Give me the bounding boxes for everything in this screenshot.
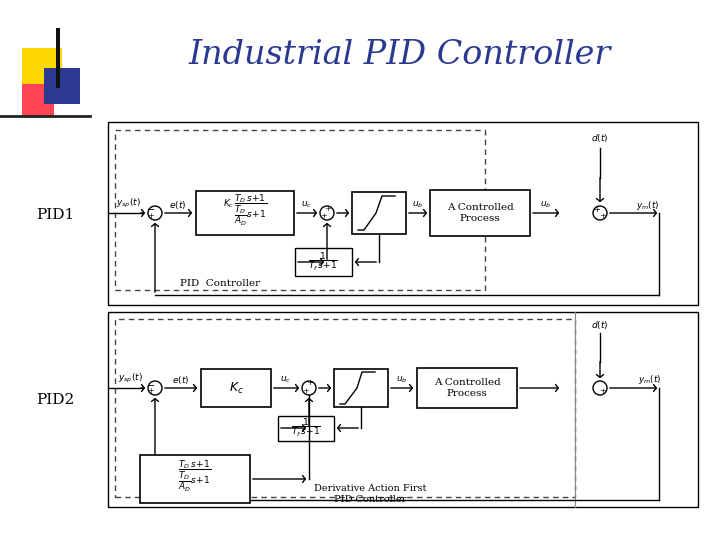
Text: $\dfrac{T_D\,s\!+\!1}{\dfrac{T_D}{A_D}s\!+\!1}$: $\dfrac{T_D\,s\!+\!1}{\dfrac{T_D}{A_D}s\… [179,458,212,494]
Bar [44,68,80,104]
Bar [115,130,485,290]
Text: Derivative Action First
PID Controller: Derivative Action First PID Controller [314,484,426,504]
Text: $u_b$: $u_b$ [413,200,424,210]
Text: +: + [325,205,331,213]
Bar [430,190,530,236]
Bar [352,192,406,234]
Text: +: + [148,387,154,395]
Text: $u_b$: $u_b$ [540,200,552,210]
Text: Industrial PID Controller: Industrial PID Controller [189,39,611,71]
Text: $K_c\,\dfrac{T_D\,s\!+\!1}{\dfrac{T_D}{A_D}s\!+\!1}$: $K_c\,\dfrac{T_D\,s\!+\!1}{\dfrac{T_D}{A… [223,192,267,227]
Circle shape [302,381,316,395]
Bar [140,455,250,503]
Bar [22,48,62,88]
Bar [334,369,388,407]
Text: $e(t)$: $e(t)$ [172,374,189,386]
Text: $-$: $-$ [146,380,156,388]
Text: $u_b$: $u_b$ [396,375,408,385]
Text: +: + [148,212,154,220]
Text: +: + [302,387,310,395]
Text: $\dfrac{1}{T_f\,s\!+\!1}$: $\dfrac{1}{T_f\,s\!+\!1}$ [291,417,321,439]
Bar [108,122,698,305]
Circle shape [148,206,162,220]
Text: +: + [307,379,313,387]
Text: $u_c$: $u_c$ [280,375,292,385]
Text: PID  Controller: PID Controller [180,279,260,287]
Text: A Controlled
Process: A Controlled Process [446,203,513,222]
Text: $y_{sp}(t)$: $y_{sp}(t)$ [116,197,140,210]
Text: +: + [600,387,606,395]
Bar [108,312,698,507]
Text: PID2: PID2 [36,393,74,407]
Text: $-$: $-$ [146,205,156,213]
Text: $y_m(t)$: $y_m(t)$ [638,374,662,387]
Bar [278,416,334,441]
Bar [201,369,271,407]
Bar [22,84,54,116]
Text: $y_m(t)$: $y_m(t)$ [636,199,660,212]
Text: A Controlled
Process: A Controlled Process [433,379,500,397]
Circle shape [593,206,607,220]
Text: $d(t)$: $d(t)$ [591,132,608,144]
Bar [295,248,352,276]
Text: +: + [600,212,606,220]
Circle shape [320,206,334,220]
Text: $u_c$: $u_c$ [302,200,312,210]
Circle shape [148,381,162,395]
Text: $+$: $+$ [593,204,601,214]
Text: $\dfrac{1}{T_f\,s\!+\!1}$: $\dfrac{1}{T_f\,s\!+\!1}$ [308,251,338,273]
Bar [115,319,575,497]
Text: $d(t)$: $d(t)$ [591,319,608,331]
Bar [417,368,517,408]
Bar [196,191,294,235]
Text: $e(t)$: $e(t)$ [169,199,186,211]
Bar [56,28,60,88]
Text: +: + [320,212,328,220]
Text: $K_c$: $K_c$ [228,381,243,395]
Text: $y_{sp}(t)$: $y_{sp}(t)$ [117,372,143,384]
Text: PID1: PID1 [36,208,74,222]
Circle shape [593,381,607,395]
